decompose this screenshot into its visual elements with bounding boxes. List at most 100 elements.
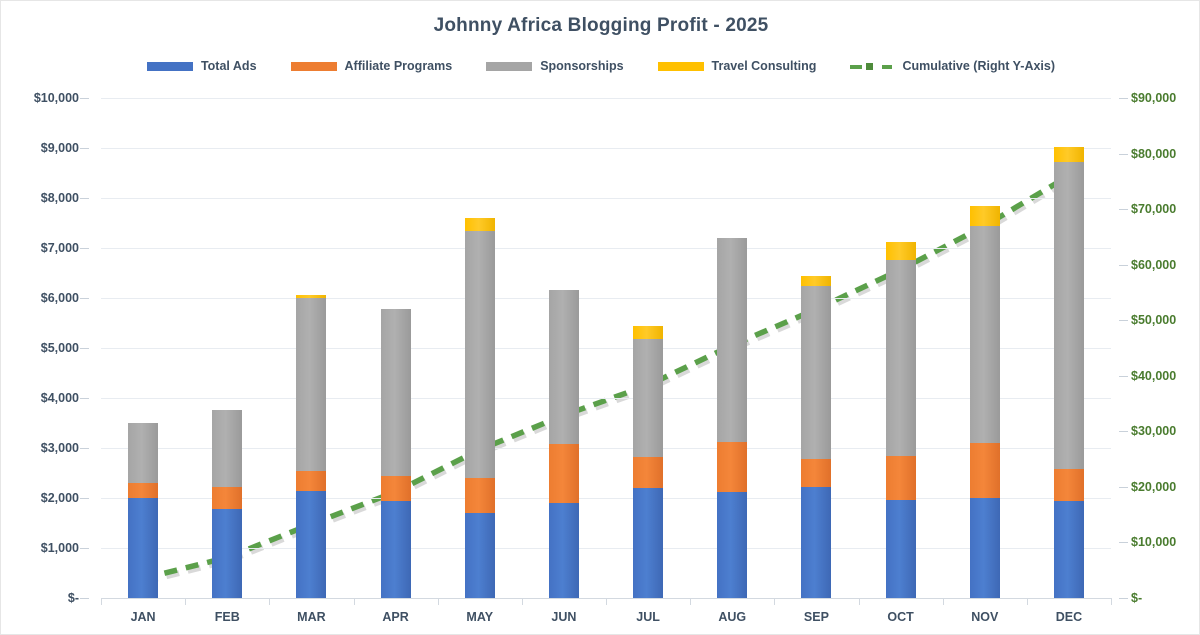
- bar-segment-travel-consulting[interactable]: [296, 295, 327, 298]
- bar-segment-total-ads[interactable]: [548, 503, 579, 598]
- bar-segment-total-ads[interactable]: [212, 509, 243, 598]
- x-axis-tickmark: [858, 598, 860, 605]
- x-axis: JAN FEB MAR APR MAY JUN JUL AUG SEP OCT NOV DEC: [101, 598, 1112, 632]
- bar-segment-sponsorships[interactable]: [1053, 162, 1084, 469]
- stacked-bar-jan[interactable]: [128, 423, 159, 598]
- bar-segment-sponsorships[interactable]: [717, 238, 748, 442]
- legend-swatch-icon: [146, 61, 193, 71]
- bar-segment-total-ads[interactable]: [885, 500, 916, 598]
- bar-segment-sponsorships[interactable]: [885, 260, 916, 456]
- bar-segment-sponsorships[interactable]: [969, 225, 1000, 443]
- bar-segment-total-ads[interactable]: [801, 487, 832, 598]
- stacked-bar-oct[interactable]: [885, 242, 916, 598]
- x-axis-label-mar: MAR: [297, 610, 326, 624]
- x-axis-label-jun: JUN: [551, 610, 577, 624]
- legend-label: Sponsorships: [540, 59, 624, 73]
- x-axis-label-may: MAY: [466, 610, 494, 624]
- left-axis-tickmark: [80, 598, 89, 599]
- legend-cumulative[interactable]: Cumulative (Right Y-Axis): [850, 59, 1055, 73]
- left-axis-tick-label: $-: [67, 590, 79, 605]
- bar-segment-sponsorships[interactable]: [801, 285, 832, 459]
- stacked-bar-aug[interactable]: [717, 238, 748, 598]
- stacked-bar-mar[interactable]: [296, 295, 327, 598]
- left-axis-tickmark: [80, 348, 89, 349]
- left-axis-tickmark: [80, 298, 89, 299]
- bar-segment-affiliate-programs[interactable]: [633, 457, 664, 488]
- x-axis-tickmark: [1111, 598, 1112, 605]
- bar-segment-total-ads[interactable]: [128, 498, 159, 598]
- stacked-bar-nov[interactable]: [969, 205, 1000, 598]
- stacked-bar-jun[interactable]: [548, 290, 579, 598]
- bar-segment-total-ads[interactable]: [633, 488, 664, 598]
- left-axis-tick-label: $2,000: [40, 490, 79, 505]
- bar-segment-total-ads[interactable]: [969, 498, 1000, 598]
- stacked-bar-jul[interactable]: [633, 325, 664, 598]
- bar-segment-travel-consulting[interactable]: [464, 218, 495, 231]
- legend-sponsorships[interactable]: Sponsorships: [486, 59, 624, 73]
- gridline: [101, 198, 1111, 199]
- x-axis-tickmark: [1026, 598, 1028, 605]
- bar-segment-sponsorships[interactable]: [633, 339, 664, 457]
- bar-segment-affiliate-programs[interactable]: [801, 458, 832, 487]
- left-axis-tick-label: $6,000: [40, 290, 79, 305]
- bar-segment-sponsorships[interactable]: [464, 230, 495, 478]
- chart-legend: Total Ads Affiliate Programs Sponsorships T…: [1, 59, 1200, 73]
- right-axis-tickmark: [1119, 209, 1128, 211]
- left-axis-tickmark: [80, 398, 89, 399]
- stacked-bar-sep[interactable]: [801, 275, 832, 598]
- right-axis-tick-label: $40,000: [1131, 368, 1177, 383]
- bar-segment-sponsorships[interactable]: [296, 298, 327, 471]
- bar-segment-affiliate-programs[interactable]: [464, 478, 495, 513]
- gridline: [101, 98, 1111, 99]
- bar-segment-sponsorships[interactable]: [548, 290, 579, 444]
- right-axis-tickmark: [1119, 264, 1128, 266]
- cumulative-line[interactable]: [142, 173, 1071, 582]
- bar-segment-total-ads[interactable]: [464, 513, 495, 598]
- x-axis-label-jan: JAN: [130, 610, 156, 624]
- legend-travel-consulting[interactable]: Travel Consulting: [657, 59, 816, 73]
- bar-segment-affiliate-programs[interactable]: [212, 487, 243, 509]
- left-axis-tick-label: $7,000: [40, 240, 79, 255]
- bar-segment-total-ads[interactable]: [380, 500, 411, 598]
- bar-segment-affiliate-programs[interactable]: [717, 441, 748, 492]
- stacked-bar-apr[interactable]: [380, 309, 411, 598]
- legend-affiliate-programs[interactable]: Affiliate Programs: [290, 59, 452, 73]
- stacked-bar-may[interactable]: [464, 218, 495, 598]
- bar-segment-affiliate-programs[interactable]: [1053, 469, 1084, 501]
- x-axis-label-oct: OCT: [887, 610, 914, 624]
- bar-segment-affiliate-programs[interactable]: [380, 475, 411, 501]
- x-axis-tickmark: [690, 598, 692, 605]
- x-axis-tickmark: [437, 598, 439, 605]
- gridline: [101, 298, 1111, 299]
- bar-segment-total-ads[interactable]: [296, 490, 327, 598]
- bar-segment-sponsorships[interactable]: [212, 410, 243, 487]
- bar-segment-affiliate-programs[interactable]: [128, 483, 159, 498]
- bar-segment-sponsorships[interactable]: [128, 423, 159, 483]
- bar-segment-total-ads[interactable]: [717, 491, 748, 598]
- left-axis-tickmark: [80, 498, 89, 499]
- right-axis-tick-label: $90,000: [1131, 90, 1177, 105]
- bar-segment-affiliate-programs[interactable]: [296, 470, 327, 491]
- bar-segment-travel-consulting[interactable]: [633, 325, 664, 339]
- stacked-bar-feb[interactable]: [212, 410, 243, 598]
- gridline: [101, 548, 1111, 549]
- bar-segment-affiliate-programs[interactable]: [969, 443, 1000, 498]
- right-y-axis: $90,000 $80,000 $70,000 $60,000 $50,000 $40,0…: [1119, 92, 1199, 604]
- bar-segment-affiliate-programs[interactable]: [548, 444, 579, 503]
- bar-segment-travel-consulting[interactable]: [801, 275, 832, 286]
- legend-swatch-icon: [657, 61, 704, 71]
- bar-segment-sponsorships[interactable]: [380, 309, 411, 476]
- right-axis-tickmark: [1119, 153, 1128, 155]
- bar-segment-total-ads[interactable]: [1053, 501, 1084, 598]
- left-axis-tick-label: $8,000: [40, 190, 79, 205]
- gridline: [101, 248, 1111, 249]
- stacked-bar-dec[interactable]: [1053, 147, 1084, 598]
- legend-total-ads[interactable]: Total Ads: [146, 59, 257, 73]
- bar-segment-affiliate-programs[interactable]: [885, 456, 916, 500]
- bar-segment-travel-consulting[interactable]: [1053, 147, 1084, 162]
- bar-segment-travel-consulting[interactable]: [969, 205, 1000, 226]
- x-axis-label-jul: JUL: [636, 610, 660, 624]
- x-axis-label-aug: AUG: [718, 610, 747, 624]
- bar-segment-travel-consulting[interactable]: [885, 242, 916, 260]
